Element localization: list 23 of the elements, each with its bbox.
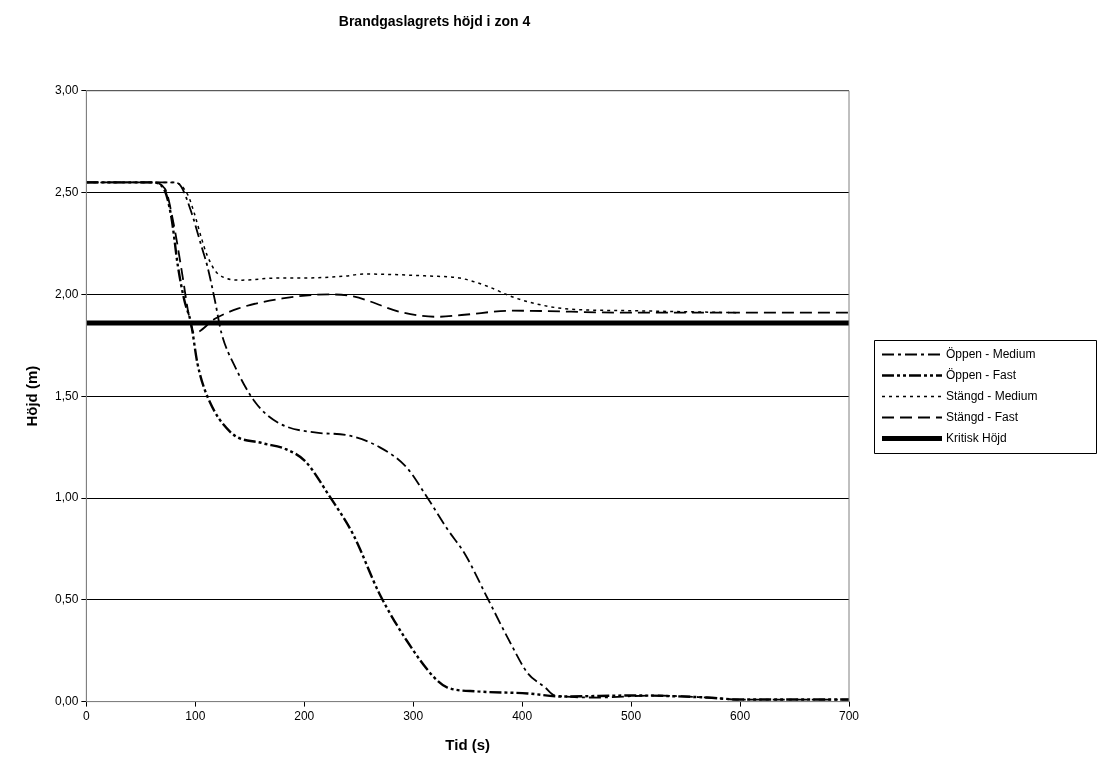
y-tick-label: 0,00 <box>55 693 79 708</box>
y-tick-label: 1,00 <box>55 490 79 505</box>
y-tick-label: 1,50 <box>55 388 79 403</box>
x-tick-label: 600 <box>730 709 751 724</box>
x-tick-label: 200 <box>294 709 315 724</box>
x-tick-label: 0 <box>83 709 91 724</box>
legend-label: Kritisk Höjd <box>946 430 1007 445</box>
x-tick-label: 500 <box>621 709 642 724</box>
chart-title: Brandgaslagrets höjd i zon 4 <box>338 13 531 30</box>
y-axis-title: Höjd (m) <box>23 365 41 427</box>
legend-label: Öppen - Fast <box>946 367 1017 382</box>
x-tick-label: 400 <box>512 709 533 724</box>
y-tick-label: 0,50 <box>55 592 79 607</box>
legend-label: Stängd - Fast <box>946 409 1019 424</box>
y-tick-label: 2,00 <box>55 286 79 301</box>
x-tick-label: 300 <box>403 709 424 724</box>
legend-label: Stängd - Medium <box>946 388 1038 403</box>
y-tick-label: 3,00 <box>55 83 79 98</box>
y-tick-label: 2,50 <box>55 184 79 199</box>
x-axis-title: Tid (s) <box>445 736 491 754</box>
x-tick-label: 100 <box>185 709 206 724</box>
legend-label: Öppen - Medium <box>946 346 1036 361</box>
x-tick-label: 700 <box>838 709 860 724</box>
